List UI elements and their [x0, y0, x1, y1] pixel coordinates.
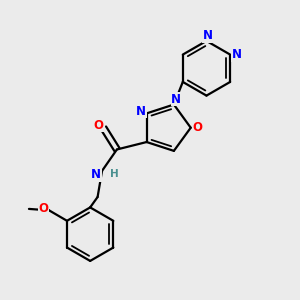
Text: N: N — [203, 29, 213, 42]
Text: N: N — [136, 104, 146, 118]
Text: O: O — [93, 118, 103, 132]
Text: H: H — [110, 169, 119, 179]
Text: O: O — [38, 202, 48, 215]
Text: N: N — [91, 168, 101, 181]
Text: N: N — [232, 48, 242, 61]
Text: N: N — [171, 93, 181, 106]
Text: O: O — [192, 121, 202, 134]
